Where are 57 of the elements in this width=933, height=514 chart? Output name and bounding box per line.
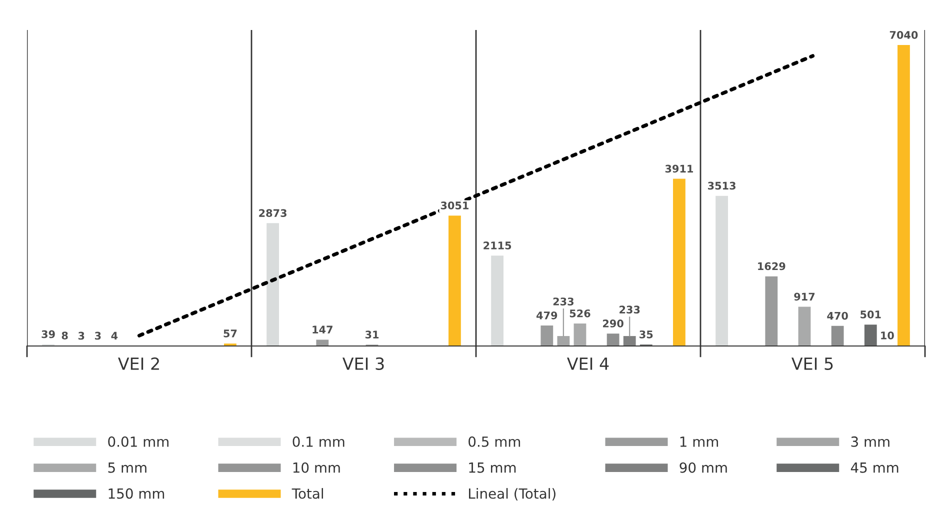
data-label: 233 — [553, 298, 574, 306]
data-label: 39 — [42, 330, 55, 338]
bar — [673, 178, 686, 346]
bar — [574, 324, 586, 346]
data-label: 3 — [94, 332, 101, 340]
legend-label: 45 mm — [850, 462, 898, 473]
legend-label: 10 mm — [293, 462, 340, 473]
bar — [448, 216, 461, 346]
legend-label: 0.5 mm — [468, 436, 520, 447]
bar — [491, 256, 504, 346]
legend-label: 90 mm — [680, 462, 727, 473]
bar — [623, 336, 636, 346]
data-label: 10 — [881, 332, 894, 340]
bar — [765, 276, 778, 346]
data-label: 3911 — [665, 164, 693, 173]
data-label: 8 — [62, 332, 68, 340]
data-label: 31 — [365, 330, 379, 338]
data-label: 3 — [78, 332, 84, 340]
legend-label: 0.1 mm — [292, 436, 344, 447]
bar — [606, 334, 620, 346]
x-tick-label: VEI 5 — [792, 358, 833, 370]
bar — [898, 45, 910, 346]
data-label: 7040 — [890, 30, 918, 39]
data-label: 2115 — [484, 242, 512, 250]
x-tick-label: VEI 3 — [342, 357, 384, 370]
legend-label: Lineal (Total) — [469, 488, 556, 500]
data-label: 3513 — [708, 182, 736, 190]
data-label: 57 — [224, 330, 237, 338]
bar — [316, 340, 329, 346]
legend-label: 3 mm — [851, 436, 890, 447]
x-tick-label: VEI 4 — [567, 358, 609, 370]
bar — [266, 223, 279, 346]
data-label: 3051 — [440, 202, 468, 210]
bar — [864, 324, 877, 346]
legend-label: Total — [292, 488, 323, 499]
data-label: 290 — [603, 320, 624, 328]
bar — [540, 326, 554, 346]
legend-label: 150 mm — [108, 488, 164, 499]
data-label: 1629 — [758, 262, 786, 270]
legend-label: 15 mm — [469, 462, 516, 473]
x-tick-label: VEI 2 — [118, 357, 159, 370]
data-label: 35 — [640, 330, 653, 338]
data-label: 501 — [860, 310, 881, 318]
data-label: 233 — [620, 306, 640, 314]
bar — [798, 306, 811, 346]
data-label: 147 — [312, 326, 332, 334]
legend-label: 1 mm — [680, 436, 718, 447]
bar — [831, 326, 844, 346]
data-label: 470 — [827, 312, 848, 320]
bar — [716, 196, 728, 346]
data-label: 526 — [570, 309, 590, 318]
data-label: 4 — [111, 332, 118, 340]
legend-label: 5 mm — [108, 462, 146, 473]
data-label: 2873 — [259, 209, 286, 217]
data-label: 917 — [794, 292, 815, 301]
legend-label: 0.01 mm — [108, 436, 168, 447]
data-label: 479 — [536, 311, 558, 320]
